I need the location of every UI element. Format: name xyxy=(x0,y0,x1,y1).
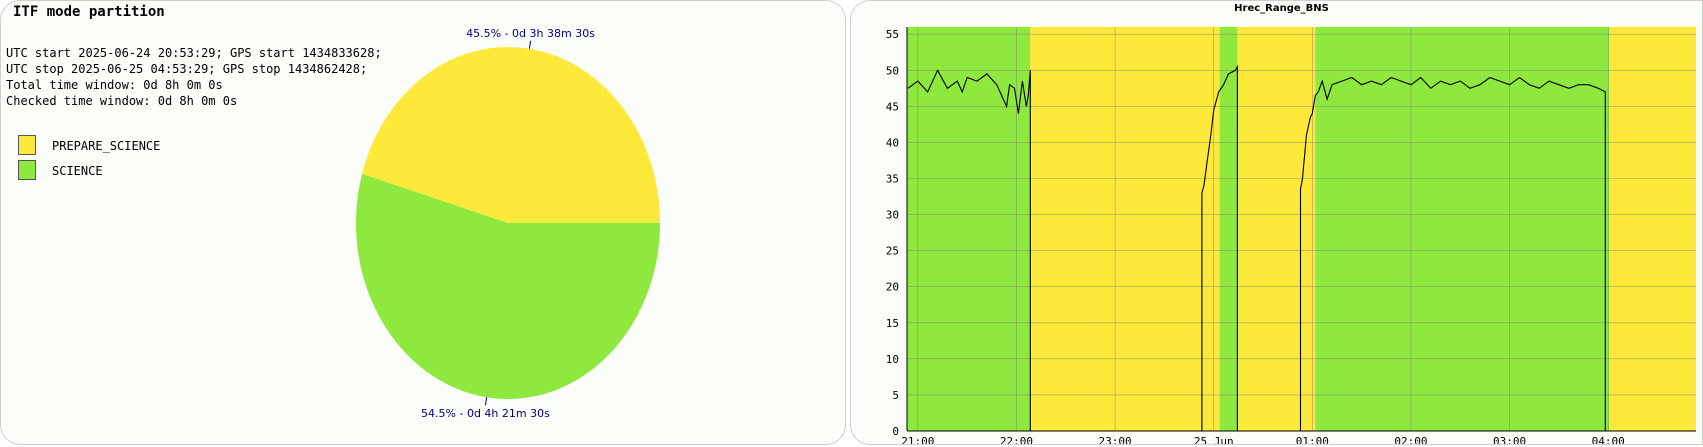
x-tick-label: 25 Jun xyxy=(1194,435,1234,445)
pie-label-leader xyxy=(528,40,532,49)
pie-slice xyxy=(356,173,660,399)
state-band xyxy=(1030,27,1220,431)
y-tick-label: 5 xyxy=(892,389,899,402)
y-tick-label: 35 xyxy=(886,173,899,186)
y-tick-label: 10 xyxy=(886,353,899,366)
pie-slice-label: 54.5% - 0d 4h 21m 30s xyxy=(421,407,550,420)
x-tick-label: 21:00 xyxy=(901,435,934,445)
legend-label: SCIENCE xyxy=(52,164,103,178)
line-chart: Hrec_Range_BNS 0 5 10 15 20 25 30 35 40 45 50 55 21:0… xyxy=(886,3,1696,445)
y-tick-label: 45 xyxy=(886,100,899,113)
info-line: Total time window: 0d 8h 0m 0s xyxy=(6,78,223,92)
info-line: UTC stop 2025-06-25 04:53:29; GPS stop 1… xyxy=(6,62,368,76)
x-tick-label: 04:00 xyxy=(1592,435,1625,445)
y-tick-label: 25 xyxy=(886,245,899,258)
info-line: Checked time window: 0d 8h 0m 0s xyxy=(6,94,238,108)
legend-swatch xyxy=(18,135,36,155)
x-tick-label: 23:00 xyxy=(1099,435,1132,445)
info-line: UTC start 2025-06-24 20:53:29; GPS start… xyxy=(6,46,382,60)
mode-partition-panel: ITF mode partition UTC start 2025-06-24 … xyxy=(0,0,846,445)
panel-title: ITF mode partition xyxy=(13,4,165,20)
x-tick-label: 02:00 xyxy=(1394,435,1427,445)
state-band xyxy=(1609,27,1696,431)
pie-chart: 45.5% - 0d 3h 38m 30s 54.5% - 0d 4h 21m 3… xyxy=(356,27,660,420)
pie-slice xyxy=(362,46,660,223)
x-tick-label: 03:00 xyxy=(1493,435,1526,445)
x-tick-label: 01:00 xyxy=(1296,435,1329,445)
y-tick-label: 20 xyxy=(886,281,899,294)
state-band xyxy=(1219,27,1238,431)
y-tick-label: 15 xyxy=(886,317,899,330)
y-tick-label: 30 xyxy=(886,209,899,222)
pie-slice-label: 45.5% - 0d 3h 38m 30s xyxy=(466,27,595,40)
y-tick-label: 0 xyxy=(892,425,899,438)
y-tick-label: 50 xyxy=(886,64,899,77)
y-tick-label: 40 xyxy=(886,136,899,149)
state-band xyxy=(907,27,1031,431)
x-tick-label: 22:00 xyxy=(1000,435,1033,445)
legend-swatch xyxy=(18,160,36,180)
range-chart-panel: Hrec_Range_BNS 0 5 10 15 20 25 30 35 40 45 50 55 21:0… xyxy=(850,0,1703,445)
time-window-info: UTC start 2025-06-24 20:53:29; GPS start… xyxy=(6,45,382,109)
legend-label: PREPARE_SCIENCE xyxy=(52,139,161,153)
pie-label-leader xyxy=(484,397,488,406)
series-line xyxy=(907,64,1606,432)
state-band xyxy=(1237,27,1316,431)
state-band xyxy=(1315,27,1610,431)
chart-title: Hrec_Range_BNS xyxy=(1234,3,1329,14)
y-tick-label: 55 xyxy=(886,28,899,41)
